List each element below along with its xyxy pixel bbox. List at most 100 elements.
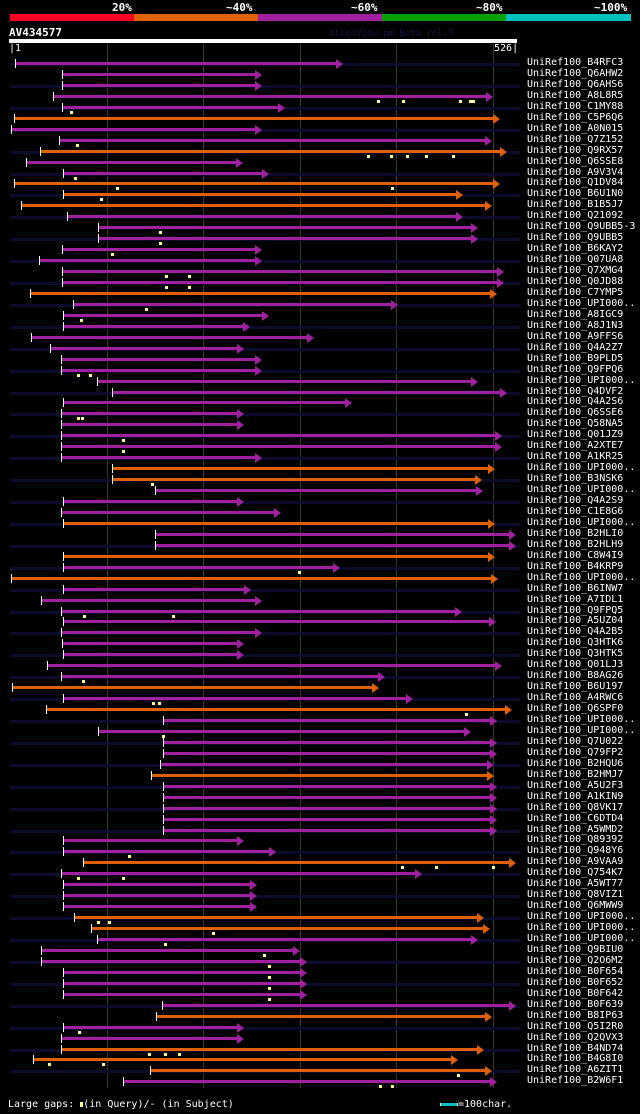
alignment-bar[interactable] — [10, 576, 491, 580]
hit-row[interactable]: UniRef100_Q9BIU0 — [0, 944, 640, 957]
hit-name-link[interactable]: UniRef100_B8IP63 — [527, 1009, 624, 1021]
alignment-bar[interactable] — [40, 948, 293, 952]
alignment-bar[interactable] — [53, 94, 487, 98]
hit-row[interactable]: UniRef100_B0F642 — [0, 988, 640, 1001]
hit-row[interactable]: UniRef100_Q4A2B5 — [0, 626, 640, 639]
hit-name-link[interactable]: UniRef100_Q4A2S6 — [527, 396, 624, 408]
hit-row[interactable]: UniRef100_Q9FPQ5 — [0, 605, 640, 618]
hit-name-link[interactable]: UniRef100_Q8VIZ1 — [527, 889, 624, 901]
hit-name-link[interactable]: UniRef100_C1MY88 — [527, 100, 624, 112]
alignment-bar[interactable] — [31, 335, 308, 339]
alignment-bar[interactable] — [63, 653, 237, 657]
alignment-bar[interactable] — [13, 116, 493, 120]
hit-row[interactable]: UniRef100_Q4A2S9 — [0, 495, 640, 508]
alignment-bar[interactable] — [97, 237, 471, 241]
hit-name-link[interactable]: UniRef100_B2HLH9 — [527, 538, 624, 550]
hit-row[interactable]: UniRef100_UPI000.. — [0, 725, 640, 738]
alignment-bar[interactable] — [26, 160, 236, 164]
alignment-bar[interactable] — [97, 729, 464, 733]
hit-name-link[interactable]: UniRef100_A9FFS6 — [527, 330, 624, 342]
alignment-bar[interactable] — [63, 1025, 237, 1029]
hit-name-link[interactable]: UniRef100_Q9UBB5-3 — [527, 221, 636, 233]
hit-row[interactable]: UniRef100_Q21092 — [0, 210, 640, 223]
hit-name-link[interactable]: UniRef100_B0F652 — [527, 976, 624, 988]
alignment-bar[interactable] — [62, 105, 279, 109]
hit-name-link[interactable]: UniRef100_Q6AHW2 — [527, 67, 624, 79]
hit-row[interactable]: UniRef100_B6U197 — [0, 681, 640, 694]
alignment-bar[interactable] — [63, 313, 263, 317]
alignment-bar[interactable] — [63, 554, 489, 558]
hit-name-link[interactable]: UniRef100_B6U197 — [527, 681, 624, 693]
hit-row[interactable]: UniRef100_Q3HTK6 — [0, 637, 640, 650]
hit-name-link[interactable]: UniRef100_UPI000.. — [527, 714, 636, 725]
alignment-bar[interactable] — [61, 609, 456, 613]
alignment-bar[interactable] — [161, 1003, 510, 1007]
hit-name-link[interactable]: UniRef100_A5WT77 — [527, 878, 624, 890]
hit-name-link[interactable]: UniRef100_Q01LJ3 — [527, 659, 624, 671]
hit-name-link[interactable]: UniRef100_Q6SSE8 — [527, 155, 624, 167]
hit-name-link[interactable]: UniRef100_B3NSK6 — [527, 473, 624, 485]
hit-row[interactable]: UniRef100_Q4A2Z7 — [0, 341, 640, 355]
hit-name-link[interactable]: UniRef100_Q0JD88 — [527, 276, 624, 287]
hit-name-link[interactable]: UniRef100_A5U2F3 — [527, 779, 624, 791]
hit-name-link[interactable]: UniRef100_C5P6Q6 — [527, 111, 624, 123]
hit-row[interactable]: UniRef100_Q4DVF2 — [0, 386, 640, 399]
alignment-bar[interactable] — [46, 664, 495, 668]
alignment-bar[interactable] — [122, 1080, 490, 1084]
hit-row[interactable]: UniRef100_C1E8G6 — [0, 506, 640, 519]
alignment-bar[interactable] — [63, 850, 269, 854]
hit-row[interactable]: UniRef100_Q58NA5 — [0, 418, 640, 431]
hit-name-link[interactable]: UniRef100_Q4A2Z7 — [527, 341, 624, 353]
hit-row[interactable]: UniRef100_Q2QVX3 — [0, 1032, 640, 1045]
hit-name-link[interactable]: UniRef100_A8J1N3 — [527, 319, 624, 331]
hit-row[interactable]: UniRef100_UPI000.. — [0, 714, 640, 727]
alignment-bar[interactable] — [13, 182, 493, 186]
alignment-bar[interactable] — [61, 1036, 237, 1040]
alignment-bar[interactable] — [33, 1058, 452, 1062]
hit-row[interactable]: UniRef100_Q7XMG4 — [0, 265, 640, 279]
alignment-bar[interactable] — [61, 434, 495, 438]
hit-name-link[interactable]: UniRef100_Q948Y6 — [527, 845, 624, 857]
hit-row[interactable]: UniRef100_Q01JZ9 — [0, 429, 640, 443]
hit-row[interactable]: UniRef100_A6ZIT1 — [0, 1064, 640, 1078]
hit-row[interactable]: UniRef100_Q79FP2 — [0, 747, 640, 760]
hit-name-link[interactable]: UniRef100_UPI000.. — [527, 911, 636, 923]
hit-name-link[interactable]: UniRef100_Q6SPF0 — [527, 703, 624, 715]
alignment-bar[interactable] — [63, 894, 251, 898]
hit-row[interactable]: UniRef100_Q9RX57 — [0, 145, 640, 158]
alignment-bar[interactable] — [162, 740, 490, 744]
hit-row[interactable]: UniRef100_A8J1N3 — [0, 319, 640, 333]
hit-name-link[interactable]: UniRef100_A4RWC6 — [527, 692, 624, 704]
alignment-bar[interactable] — [49, 346, 237, 350]
hit-name-link[interactable]: UniRef100_Q7XMG4 — [527, 265, 624, 277]
alignment-bar[interactable] — [40, 598, 256, 602]
hit-row[interactable]: UniRef100_A8L8R5 — [0, 90, 640, 103]
alignment-bar[interactable] — [61, 631, 256, 635]
hit-name-link[interactable]: UniRef100_Q6MWW9 — [527, 900, 624, 912]
hit-name-link[interactable]: UniRef100_B4G8I0 — [527, 1053, 624, 1065]
hit-name-link[interactable]: UniRef100_A8IGC9 — [527, 308, 624, 320]
hit-name-link[interactable]: UniRef100_Q21092 — [527, 210, 624, 222]
hit-row[interactable]: UniRef100_A9FFS6 — [0, 330, 640, 344]
hit-row[interactable]: UniRef100_Q6AHS6 — [0, 79, 640, 92]
alignment-bar[interactable] — [63, 620, 489, 624]
alignment-bar[interactable] — [66, 215, 457, 219]
hit-name-link[interactable]: UniRef100_B2HQU6 — [527, 757, 624, 769]
hit-row[interactable]: UniRef100_UPI000.. — [0, 922, 640, 936]
hit-name-link[interactable]: UniRef100_UPI000.. — [527, 297, 636, 309]
alignment-bar[interactable] — [63, 697, 406, 701]
hit-row[interactable]: UniRef100_Q948Y6 — [0, 845, 640, 859]
hit-row[interactable]: UniRef100_B6INW7 — [0, 583, 640, 596]
hit-name-link[interactable]: UniRef100_B4KRP9 — [527, 560, 624, 572]
hit-row[interactable]: UniRef100_Q9UBB5 — [0, 232, 640, 246]
hit-row[interactable]: UniRef100_Q4A2S6 — [0, 396, 640, 409]
alignment-bar[interactable] — [97, 226, 471, 230]
alignment-bar[interactable] — [62, 72, 256, 76]
hit-name-link[interactable]: UniRef100_A2XTE7 — [527, 440, 624, 452]
hit-name-link[interactable]: UniRef100_A0N015 — [527, 122, 624, 134]
hit-name-link[interactable]: UniRef100_Q4A2B5 — [527, 626, 624, 638]
alignment-bar[interactable] — [63, 883, 251, 887]
hit-row[interactable]: UniRef100_B9PLD5 — [0, 353, 640, 366]
hit-name-link[interactable]: UniRef100_A9V3V4 — [527, 166, 624, 178]
alignment-bar[interactable] — [91, 927, 484, 931]
